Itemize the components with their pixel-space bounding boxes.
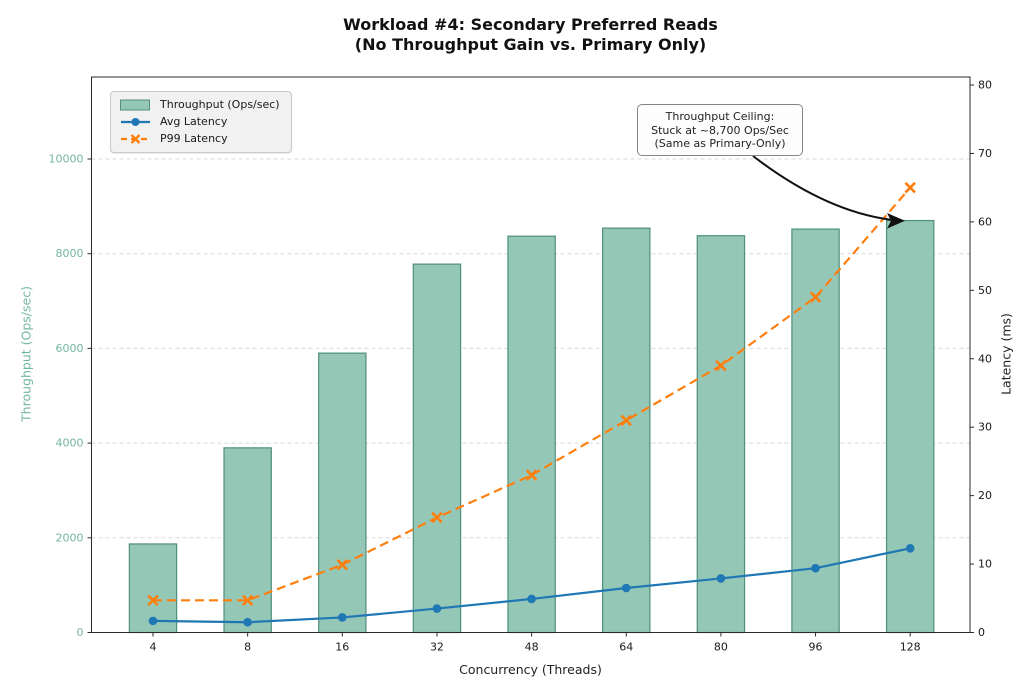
right-tick-label: 60 [978,215,992,228]
left-tick-label: 10000 [49,153,84,166]
avg-marker [905,544,915,553]
throughput-bar [696,235,746,634]
throughput-bar [507,235,556,634]
x-tick-label: 96 [809,641,823,654]
left-tick-label: 2000 [56,531,84,544]
p99-marker [620,414,632,427]
p99-marker [715,359,727,372]
legend-item-throughput: Throughput (Ops/sec) [120,98,280,112]
p99-marker [904,181,916,194]
right-tick-label: 10 [978,558,992,571]
line-circle-icon [121,118,150,126]
legend-label-avg-latency: Avg Latency [160,115,228,128]
axis-ticks-and-labels: 0 2000 4000 6000 8000 10000 0 10 20 30 40 50 60 70 80 4… [49,79,993,654]
avg-marker [148,616,158,626]
bar-swatch-icon [120,99,150,111]
plot-border [91,76,971,633]
annotation-callout: Throughput Ceiling: Stuck at ~8,700 Ops/… [637,104,803,156]
avg-marker [621,583,631,593]
x-tick-label: 8 [244,641,251,654]
throughput-bar [885,219,935,634]
annotation-arrow [752,155,905,229]
axes-spines [91,76,971,633]
left-tick-label: 8000 [56,247,84,260]
throughput-bar [412,263,462,634]
right-tick-label: 0 [978,626,985,639]
avg-marker [811,563,820,573]
throughput-bar [318,352,367,634]
x-tick-label: 32 [430,641,444,654]
p99-marker [431,511,443,524]
x-axis-title: Concurrency (Threads) [459,662,602,677]
avg-marker [527,594,536,604]
annotation-line3: (Same as Primary-Only) [654,137,786,150]
arrow-head [887,213,905,229]
legend-item-avg-latency: Avg Latency [120,115,280,129]
right-tick-label: 50 [978,284,992,297]
left-axis-title: Throughput (Ops/sec) [18,286,34,422]
annotation-line2: Stuck at ~8,700 Ops/Sec [651,123,789,137]
dashed-line-x-icon [121,134,150,144]
legend-item-p99-latency: P99 Latency [120,132,280,146]
avg-marker [716,574,726,583]
legend: Throughput (Ops/sec) Avg Latency P99 Lat… [110,91,292,153]
p99-path [153,186,912,602]
right-tick-label: 80 [978,79,992,92]
legend-label-p99-latency: P99 Latency [160,132,228,145]
right-tick-label: 40 [978,352,992,365]
right-tick-label: 70 [978,147,992,160]
p99-latency-line [147,181,916,607]
chart-title-line1: Workload #4: Secondary Preferred Reads [343,15,718,34]
legend-label-throughput: Throughput (Ops/sec) [160,98,280,111]
left-tick-label: 6000 [56,342,84,355]
throughput-bars [128,219,935,634]
chart-title-line2: (No Throughput Gain vs. Primary Only) [354,35,707,54]
left-tick-label: 4000 [56,437,84,450]
left-tick-label: 0 [77,626,84,639]
p99-marker [147,594,159,607]
x-tick-label: 4 [150,641,157,654]
p99-marker [809,291,822,303]
right-tick-label: 30 [978,421,992,434]
chart-title: Workload #4: Secondary Preferred Reads (… [91,15,970,55]
annotation-line1: Throughput Ceiling: [665,110,775,123]
avg-latency-line [148,544,915,627]
right-axis-title: Latency (ms) [998,313,1014,395]
p99-marker [241,594,254,607]
arrow-shaft [752,155,894,221]
throughput-bar [223,447,272,634]
x-tick-label: 48 [525,641,539,654]
avg-marker [338,613,347,622]
p99-marker [336,559,349,571]
x-tick-label: 16 [335,641,349,654]
avg-marker [432,604,442,613]
x-tick-label: 80 [714,641,728,654]
p99-marker [525,469,538,481]
x-tick-label: 64 [619,641,633,654]
avg-marker [243,617,252,627]
right-tick-label: 20 [978,489,992,502]
x-tick-label: 128 [900,641,921,654]
